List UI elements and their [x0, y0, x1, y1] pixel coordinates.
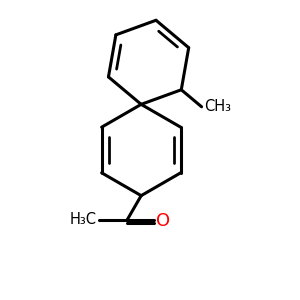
Text: CH₃: CH₃: [204, 99, 231, 114]
Text: O: O: [156, 212, 170, 230]
Text: H₃C: H₃C: [70, 212, 97, 227]
